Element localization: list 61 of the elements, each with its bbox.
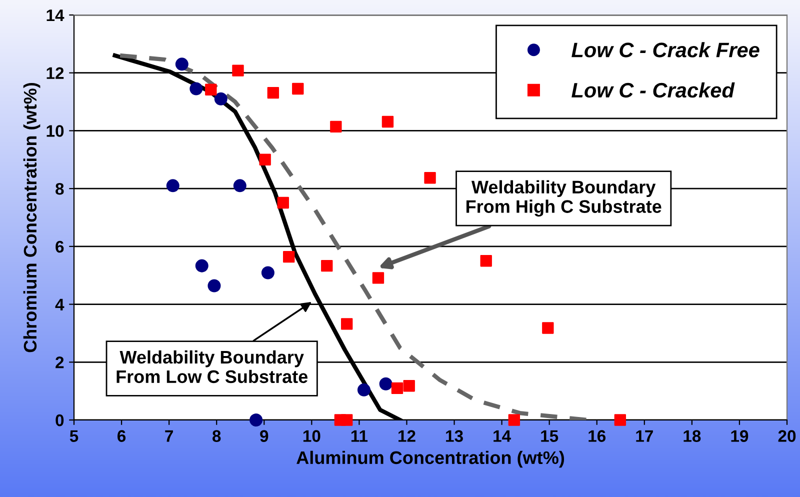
point [480,255,492,267]
x-tick-label: 5 [70,430,78,442]
point [175,58,188,71]
point [283,251,295,263]
x-axis-title: Aluminum Concentration (wt%) [296,450,564,468]
x-tick-label: 11 [351,430,368,442]
point [321,260,333,272]
y-tick-label: 0 [56,414,64,426]
point [250,413,263,427]
point [205,84,217,96]
legend-label: Low C - Cracked [572,82,735,98]
point [214,92,228,106]
point [424,172,436,184]
y-tick-label: 4 [55,298,64,310]
x-tick-label: 9 [260,430,268,442]
point [382,116,394,128]
point [190,82,203,96]
x-tick-label: 16 [588,430,606,442]
x-tick-label: 6 [118,430,126,442]
annotation: Weldability Boundary From High C Substrate [466,180,662,217]
point [233,179,246,192]
y-tick-label: 8 [56,182,64,195]
point [372,272,384,284]
y-axis-title: Chromium Concentration (wt%) [23,82,40,352]
point [357,383,370,396]
point [232,64,244,76]
y-tick-label: 2 [56,356,64,368]
x-tick-label: 20 [778,430,796,442]
point [330,120,342,133]
y-tick-label: 12 [46,67,64,79]
point [614,414,626,426]
point [391,382,404,394]
point [259,154,271,166]
point [340,318,353,330]
x-tick-label: 7 [165,430,173,442]
point [267,86,280,99]
y-tick-label: 10 [46,125,64,137]
x-tick-label: 18 [684,430,701,442]
point [379,377,392,390]
annotation: Weldability Boundary From Low C Substrate [116,350,308,384]
point [508,414,520,426]
point [403,380,415,392]
legend-label: Low C - Crack Free [572,42,760,58]
x-tick-label: 12 [398,430,416,442]
x-tick-label: 17 [636,430,653,442]
point [166,179,180,192]
point [340,414,353,426]
y-tick-label: 6 [56,240,64,253]
x-tick-label: 8 [212,430,221,442]
y-tick-label: 14 [46,10,64,22]
point [542,322,554,334]
point [208,279,221,292]
point [261,266,274,280]
x-tick-label: 13 [446,430,463,442]
x-tick-label: 19 [731,430,748,442]
point [277,196,289,209]
x-tick-label: 15 [541,430,558,442]
x-tick-label: 14 [494,430,511,442]
x-tick-label: 10 [303,430,320,442]
point [292,82,304,95]
point [195,259,208,272]
